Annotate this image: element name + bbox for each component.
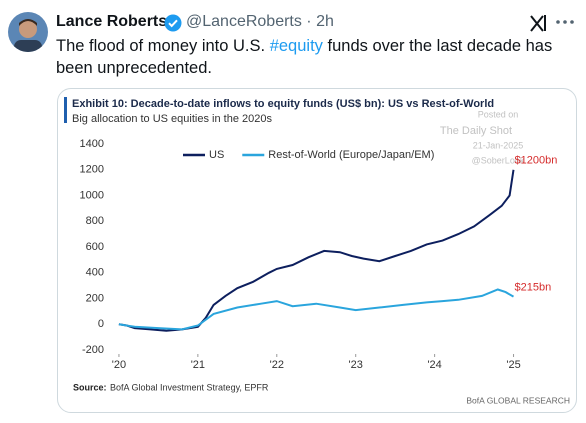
watermark: 21-Jan-2025 (473, 140, 524, 150)
text: The flood of money into U.S. (56, 37, 270, 55)
x-tick-label: '23 (349, 359, 363, 371)
y-tick-label: 1200 (80, 164, 104, 176)
series-line (118, 169, 515, 332)
brand: BofA GLOBAL RESEARCH (466, 395, 570, 405)
legend-label: US (209, 149, 224, 161)
end-label: $215bn (515, 281, 552, 293)
watermark: The Daily Shot (440, 125, 512, 137)
more-menu[interactable] (555, 18, 575, 26)
series-line (118, 288, 514, 331)
y-tick-label: 400 (86, 267, 104, 279)
accent-bar (64, 97, 67, 123)
chart-title: Exhibit 10: Decade-to-date inflows to eq… (72, 98, 494, 110)
avatar[interactable] (8, 12, 48, 52)
end-label: $1200bn (515, 155, 558, 167)
x-tick-label: '21 (191, 359, 205, 371)
text: funds over the last decade has been unpr… (56, 37, 553, 77)
y-tick-label: 0 (98, 318, 104, 330)
watermark: @SoberLook (472, 155, 525, 165)
watermark: Posted on (478, 109, 519, 119)
x-tick-label: '24 (427, 359, 441, 371)
verified-badge (164, 14, 182, 32)
source-label: Source: (73, 382, 107, 392)
source: BofA Global Investment Strategy, EPFR (110, 382, 269, 392)
x-tick-label: '25 (506, 359, 520, 371)
y-tick-label: -200 (82, 344, 104, 356)
author-name[interactable]: Lance Roberts (56, 13, 168, 30)
legend-label: Rest-of-World (Europe/Japan/EM) (268, 149, 434, 161)
chart: Exhibit 10: Decade-to-date inflows to eq… (64, 97, 570, 405)
hashtag[interactable]: #equity (269, 37, 323, 55)
y-tick-label: 1400 (80, 138, 104, 150)
y-tick-label: 800 (86, 215, 104, 227)
x-tick-label: '22 (270, 359, 284, 371)
y-tick-label: 1000 (80, 189, 104, 201)
handle-time[interactable]: @LanceRoberts · 2h (186, 13, 334, 30)
tweet-text: The flood of money into U.S. #equity fun… (56, 35, 571, 79)
grok-icon[interactable] (528, 13, 548, 33)
media-card[interactable]: Exhibit 10: Decade-to-date inflows to eq… (57, 88, 577, 413)
x-tick-label: '20 (112, 359, 126, 371)
y-tick-label: 200 (86, 292, 104, 304)
y-tick-label: 600 (86, 241, 104, 253)
chart-subtitle: Big allocation to US equities in the 202… (72, 113, 272, 125)
